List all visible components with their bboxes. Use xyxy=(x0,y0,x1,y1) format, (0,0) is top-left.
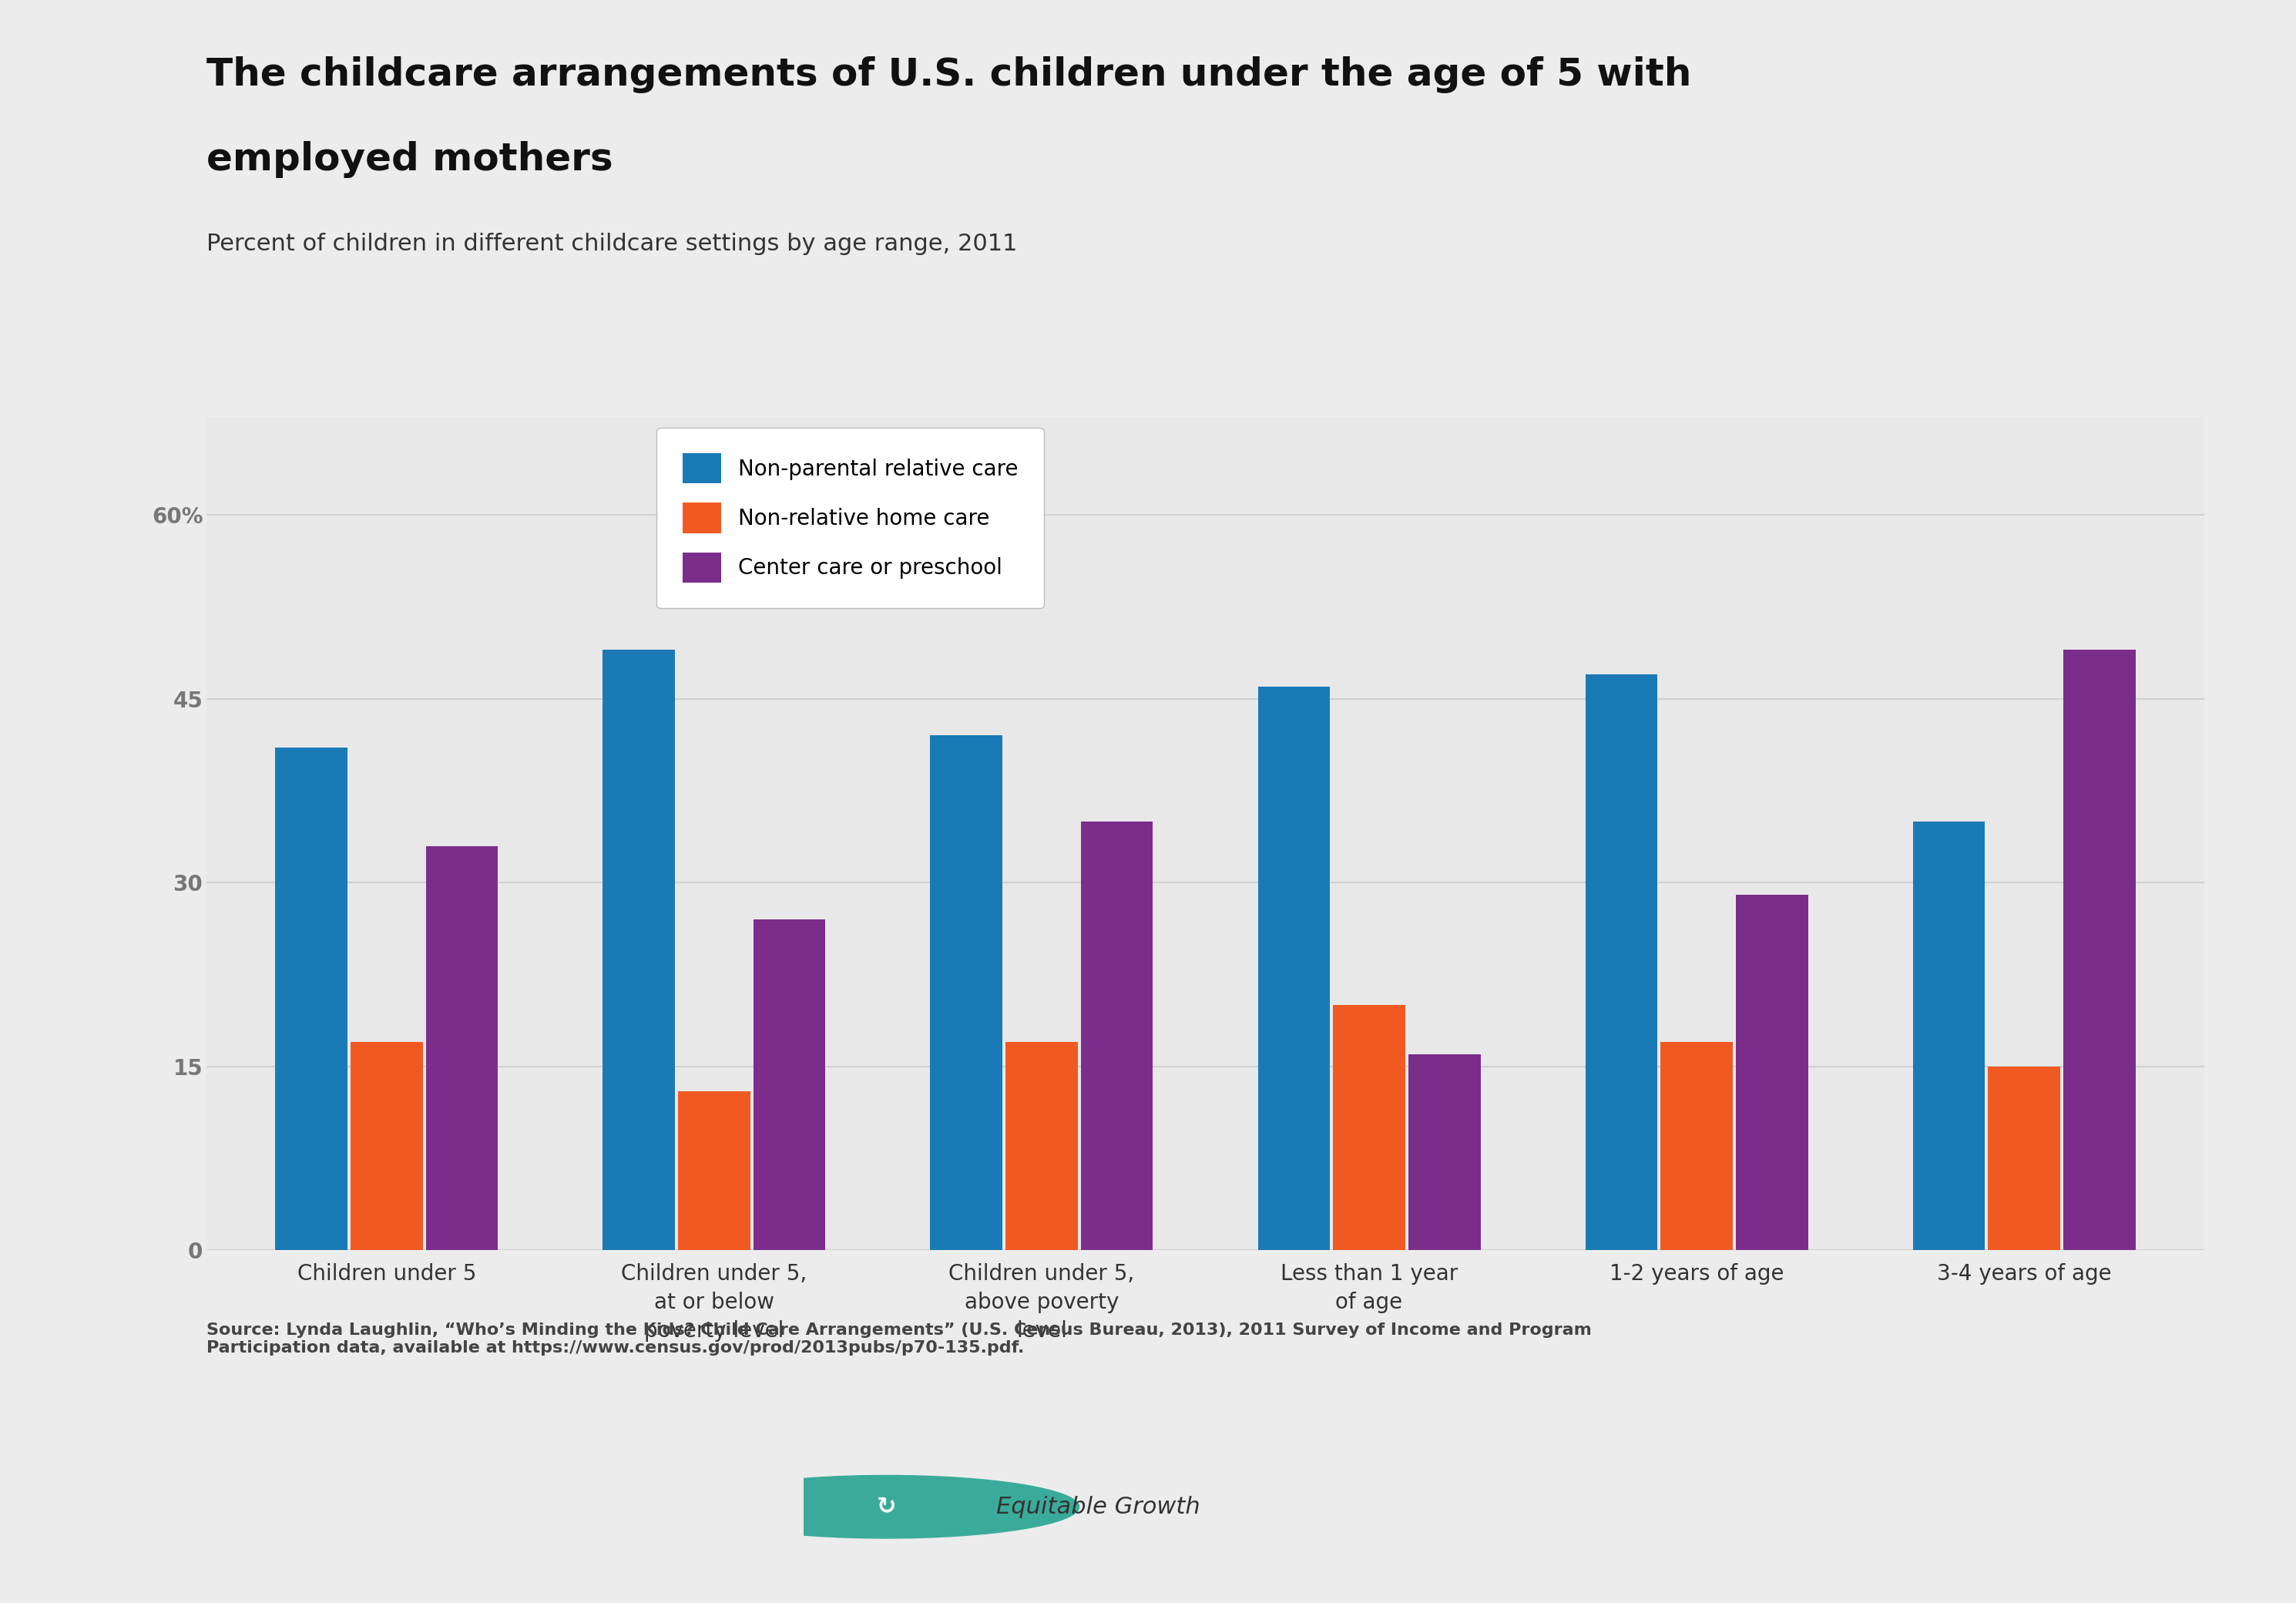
Bar xyxy=(1736,894,1807,1250)
Bar xyxy=(2064,649,2135,1250)
Text: Equitable Growth: Equitable Growth xyxy=(996,1496,1201,1518)
Bar xyxy=(427,846,498,1250)
Bar xyxy=(930,736,1003,1250)
Bar xyxy=(351,1042,422,1250)
Bar xyxy=(1258,686,1329,1250)
Text: ↻: ↻ xyxy=(877,1496,895,1518)
Bar xyxy=(604,649,675,1250)
Text: employed mothers: employed mothers xyxy=(207,141,613,178)
Bar xyxy=(1584,675,1658,1250)
Circle shape xyxy=(693,1475,1079,1539)
Text: The childcare arrangements of U.S. children under the age of 5 with: The childcare arrangements of U.S. child… xyxy=(207,56,1692,93)
Bar xyxy=(1988,1066,2060,1250)
Bar xyxy=(1334,1005,1405,1250)
Bar xyxy=(1913,821,1984,1250)
Text: Source: Lynda Laughlin, “Who’s Minding the Kids? Child Care Arrangements” (U.S. : Source: Lynda Laughlin, “Who’s Minding t… xyxy=(207,1322,1591,1356)
Legend: Non-parental relative care, Non-relative home care, Center care or preschool: Non-parental relative care, Non-relative… xyxy=(657,428,1045,608)
Text: Percent of children in different childcare settings by age range, 2011: Percent of children in different childca… xyxy=(207,232,1017,255)
Bar xyxy=(1006,1042,1077,1250)
Bar xyxy=(753,920,827,1250)
Bar xyxy=(276,747,347,1250)
Bar xyxy=(1660,1042,1733,1250)
Bar xyxy=(1081,821,1153,1250)
Bar xyxy=(677,1092,751,1250)
Bar xyxy=(1407,1055,1481,1250)
